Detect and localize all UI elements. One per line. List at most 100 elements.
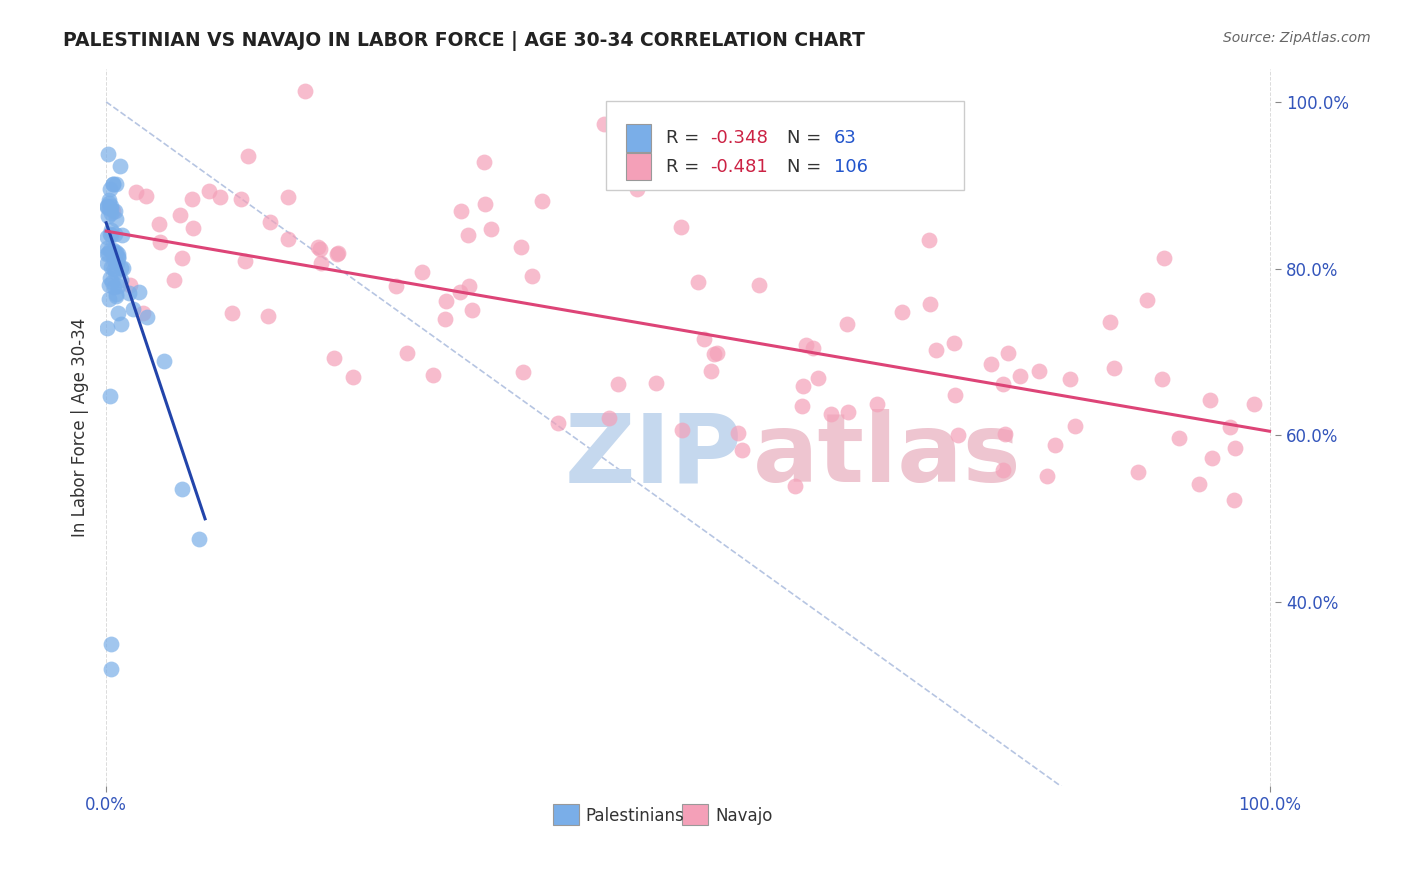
- Point: [98, 182, 121, 196]
- Point: [104, 204, 127, 219]
- Point: [1099, 315, 1122, 329]
- Point: [997, 345, 1019, 359]
- Text: -0.348: -0.348: [710, 129, 768, 147]
- Point: [294, 84, 316, 98]
- Point: [103, 252, 125, 267]
- Point: [135, 189, 157, 203]
- Point: [422, 368, 444, 382]
- Point: [457, 279, 479, 293]
- Point: [149, 235, 172, 250]
- Text: -0.481: -0.481: [710, 158, 768, 176]
- Point: [100, 206, 122, 220]
- Point: [125, 185, 148, 199]
- Point: [918, 297, 941, 311]
- Point: [1153, 251, 1175, 265]
- Point: [100, 202, 122, 217]
- Point: [801, 342, 824, 356]
- Point: [396, 346, 419, 360]
- Point: [644, 376, 666, 391]
- Point: [626, 182, 648, 196]
- Point: [980, 357, 1002, 371]
- FancyBboxPatch shape: [553, 804, 579, 825]
- Point: [703, 347, 725, 361]
- Point: [1008, 368, 1031, 383]
- Point: [101, 204, 124, 219]
- Point: [100, 662, 122, 676]
- Point: [547, 416, 569, 430]
- Point: [1150, 372, 1173, 386]
- Point: [474, 154, 496, 169]
- Text: R =: R =: [665, 129, 704, 147]
- Point: [181, 193, 204, 207]
- Point: [943, 336, 966, 351]
- Point: [522, 268, 544, 283]
- Point: [917, 233, 939, 247]
- Point: [991, 377, 1014, 392]
- Point: [96, 200, 118, 214]
- Point: [706, 345, 728, 359]
- Point: [820, 407, 842, 421]
- Point: [1035, 468, 1057, 483]
- Point: [1219, 420, 1241, 434]
- Point: [110, 317, 132, 331]
- Point: [96, 247, 118, 261]
- Point: [153, 354, 176, 368]
- Point: [308, 243, 330, 257]
- Point: [1043, 438, 1066, 452]
- FancyBboxPatch shape: [626, 125, 651, 152]
- Point: [104, 227, 127, 242]
- Point: [1136, 293, 1159, 308]
- Point: [198, 184, 221, 198]
- Text: N =: N =: [786, 158, 827, 176]
- Point: [107, 279, 129, 293]
- Point: [686, 275, 709, 289]
- Point: [326, 247, 349, 261]
- Point: [837, 405, 859, 419]
- Point: [277, 190, 299, 204]
- Point: [163, 273, 186, 287]
- Text: Source: ZipAtlas.com: Source: ZipAtlas.com: [1223, 31, 1371, 45]
- Point: [105, 286, 128, 301]
- Point: [607, 376, 630, 391]
- Point: [433, 312, 456, 326]
- Point: [108, 159, 131, 173]
- Point: [1102, 361, 1125, 376]
- Point: [461, 302, 484, 317]
- Point: [96, 199, 118, 213]
- Point: [107, 306, 129, 320]
- Point: [925, 343, 948, 357]
- Point: [107, 250, 129, 264]
- Point: [1223, 442, 1246, 456]
- Point: [457, 228, 479, 243]
- Point: [342, 370, 364, 384]
- Text: 106: 106: [834, 158, 868, 176]
- Point: [100, 637, 122, 651]
- Point: [943, 387, 966, 401]
- Point: [100, 260, 122, 274]
- Point: [229, 192, 252, 206]
- Text: atlas: atlas: [752, 409, 1021, 502]
- Text: Palestinians: Palestinians: [586, 806, 685, 825]
- Point: [307, 239, 329, 253]
- Point: [101, 177, 124, 191]
- Point: [866, 397, 889, 411]
- Point: [97, 209, 120, 223]
- Point: [100, 199, 122, 213]
- Point: [110, 260, 132, 275]
- Point: [98, 227, 121, 242]
- Point: [103, 279, 125, 293]
- Point: [512, 365, 534, 379]
- Point: [790, 399, 813, 413]
- Point: [105, 177, 128, 191]
- Text: PALESTINIAN VS NAVAJO IN LABOR FORCE | AGE 30-34 CORRELATION CHART: PALESTINIAN VS NAVAJO IN LABOR FORCE | A…: [63, 31, 865, 51]
- Point: [1223, 493, 1246, 508]
- Point: [479, 222, 502, 236]
- Point: [434, 293, 457, 308]
- Point: [121, 301, 143, 316]
- Point: [792, 379, 814, 393]
- Point: [97, 202, 120, 216]
- Point: [450, 204, 472, 219]
- Text: ZIP: ZIP: [564, 409, 742, 502]
- Point: [96, 242, 118, 256]
- Point: [169, 208, 191, 222]
